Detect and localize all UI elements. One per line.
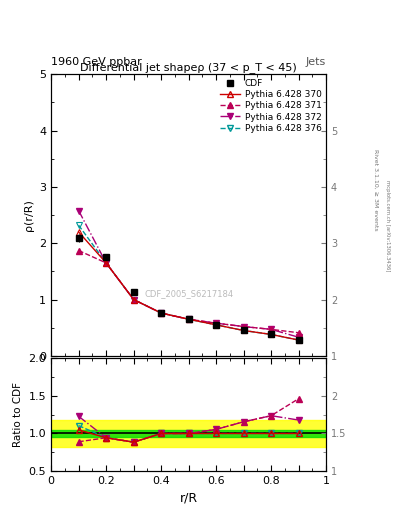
Text: 1960 GeV ppbar: 1960 GeV ppbar <box>51 56 142 67</box>
Text: mcplots.cern.ch [arXiv:1306.3436]: mcplots.cern.ch [arXiv:1306.3436] <box>385 180 389 271</box>
Text: Jets: Jets <box>306 56 326 67</box>
Y-axis label: ρ(r/R): ρ(r/R) <box>24 199 33 231</box>
X-axis label: r/R: r/R <box>180 492 198 504</box>
Legend: CDF, Pythia 6.428 370, Pythia 6.428 371, Pythia 6.428 372, Pythia 6.428 376: CDF, Pythia 6.428 370, Pythia 6.428 371,… <box>220 79 322 133</box>
Bar <box>51 420 326 447</box>
Text: CDF_2005_S6217184: CDF_2005_S6217184 <box>144 289 233 298</box>
Text: Rivet 3.1.10, ≥ 3M events: Rivet 3.1.10, ≥ 3M events <box>373 148 378 230</box>
Y-axis label: Ratio to CDF: Ratio to CDF <box>13 382 23 447</box>
Bar <box>51 430 326 437</box>
Title: Differential jet shapeρ (37 < p_T < 45): Differential jet shapeρ (37 < p_T < 45) <box>80 62 297 73</box>
